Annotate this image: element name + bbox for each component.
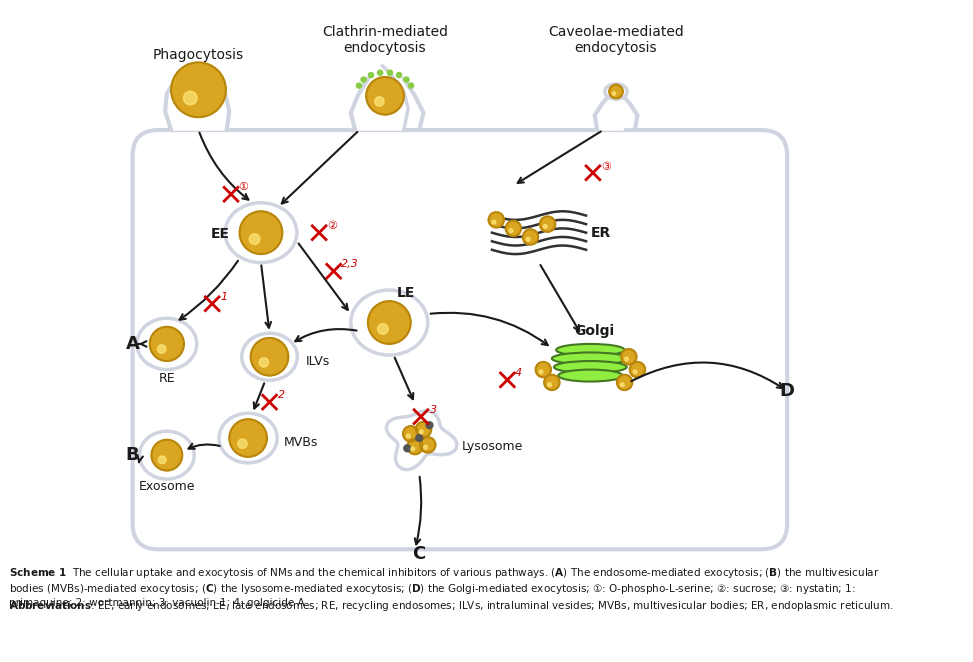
Circle shape	[369, 73, 374, 77]
Text: ILVs: ILVs	[306, 355, 330, 367]
Text: ③: ③	[601, 162, 611, 172]
Circle shape	[543, 224, 547, 228]
Text: MVBs: MVBs	[284, 436, 318, 449]
Text: 1: 1	[221, 292, 228, 302]
Text: $\bf{Scheme\ 1}$  The cellular uptake and exocytosis of NMs and the chemical inh: $\bf{Scheme\ 1}$ The cellular uptake and…	[9, 567, 880, 608]
Ellipse shape	[351, 290, 428, 355]
Circle shape	[158, 345, 166, 354]
Text: Phagocytosis: Phagocytosis	[153, 48, 244, 62]
Text: Lysosome: Lysosome	[462, 440, 523, 453]
FancyBboxPatch shape	[132, 130, 787, 549]
Circle shape	[526, 238, 530, 241]
Circle shape	[540, 216, 556, 232]
Text: Caveolae-mediated
endocytosis: Caveolae-mediated endocytosis	[548, 25, 684, 56]
Text: D: D	[779, 382, 795, 400]
Circle shape	[404, 77, 409, 82]
Circle shape	[368, 301, 411, 344]
Circle shape	[150, 327, 184, 361]
Text: 2: 2	[278, 391, 285, 401]
Ellipse shape	[241, 333, 298, 380]
Circle shape	[612, 92, 616, 95]
Circle shape	[403, 426, 418, 442]
Circle shape	[415, 435, 422, 442]
Polygon shape	[386, 411, 457, 469]
Ellipse shape	[219, 413, 277, 463]
Circle shape	[621, 349, 636, 365]
Circle shape	[506, 220, 522, 236]
Ellipse shape	[554, 361, 627, 373]
Text: Clathrin-mediated
endocytosis: Clathrin-mediated endocytosis	[322, 25, 448, 56]
Circle shape	[408, 439, 422, 454]
Ellipse shape	[605, 84, 628, 99]
Circle shape	[488, 212, 504, 228]
Circle shape	[237, 439, 247, 448]
Ellipse shape	[559, 369, 623, 381]
Ellipse shape	[225, 203, 297, 263]
Circle shape	[419, 430, 423, 434]
Circle shape	[630, 362, 645, 377]
Text: 2,3: 2,3	[341, 260, 358, 269]
Circle shape	[609, 85, 623, 99]
Circle shape	[152, 440, 182, 471]
Text: ①: ①	[237, 182, 248, 193]
Circle shape	[409, 83, 414, 88]
Ellipse shape	[139, 431, 195, 479]
Circle shape	[171, 62, 226, 117]
Text: ②: ②	[327, 221, 337, 231]
Text: Golgi: Golgi	[575, 324, 615, 338]
Circle shape	[184, 91, 198, 105]
Circle shape	[387, 70, 392, 75]
Ellipse shape	[137, 318, 197, 369]
Circle shape	[420, 437, 436, 453]
Circle shape	[625, 357, 629, 361]
Text: Exosome: Exosome	[138, 481, 196, 493]
Text: LE: LE	[397, 285, 415, 300]
Text: B: B	[126, 446, 139, 464]
Circle shape	[415, 422, 431, 437]
Circle shape	[539, 370, 543, 374]
Circle shape	[535, 362, 551, 377]
Circle shape	[423, 446, 427, 449]
Circle shape	[239, 211, 282, 254]
Circle shape	[396, 73, 402, 77]
Circle shape	[378, 324, 388, 334]
Text: EE: EE	[211, 228, 231, 242]
Circle shape	[617, 375, 632, 390]
Polygon shape	[165, 64, 230, 130]
Circle shape	[159, 456, 166, 463]
Circle shape	[621, 383, 625, 387]
Circle shape	[378, 70, 382, 75]
Text: ER: ER	[591, 226, 611, 240]
Ellipse shape	[552, 352, 629, 365]
Circle shape	[375, 97, 384, 106]
Polygon shape	[595, 96, 637, 130]
Circle shape	[259, 357, 269, 367]
Circle shape	[404, 445, 411, 451]
Circle shape	[249, 234, 260, 244]
Circle shape	[361, 77, 366, 82]
Text: 4: 4	[515, 368, 523, 378]
Ellipse shape	[557, 344, 625, 356]
Circle shape	[492, 220, 496, 224]
Text: $\bf{Abbreviations}$: EE, early endosomes; LE, late endosomes; RE, recycling end: $\bf{Abbreviations}$: EE, early endosome…	[9, 599, 893, 613]
Circle shape	[548, 383, 552, 387]
Circle shape	[411, 447, 414, 451]
Circle shape	[251, 338, 288, 375]
Circle shape	[633, 370, 637, 374]
Circle shape	[230, 419, 267, 457]
Text: RE: RE	[159, 371, 175, 385]
Text: C: C	[413, 545, 426, 563]
Polygon shape	[351, 79, 423, 130]
Circle shape	[509, 229, 513, 232]
Circle shape	[366, 77, 404, 115]
Circle shape	[426, 422, 433, 428]
Circle shape	[356, 83, 362, 88]
Circle shape	[544, 375, 559, 390]
Circle shape	[407, 434, 411, 438]
Circle shape	[523, 229, 538, 245]
Text: A: A	[126, 335, 139, 353]
Text: 3: 3	[429, 404, 437, 415]
